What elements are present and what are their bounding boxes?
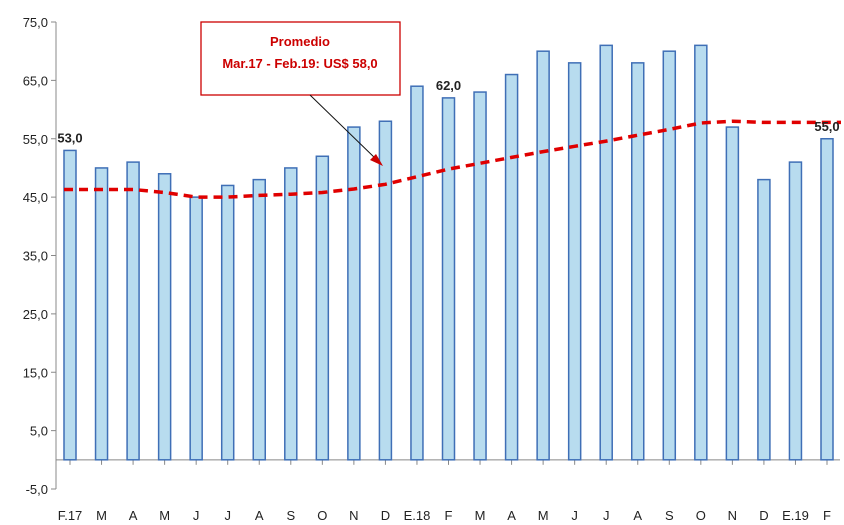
bar [694, 44, 708, 461]
x-tick-label: J [571, 508, 578, 523]
x-tick-label: M [475, 508, 486, 523]
bars [63, 44, 834, 461]
x-tick-label: D [759, 508, 768, 523]
y-tick-label: 75,0 [23, 15, 48, 30]
x-tick-label: J [224, 508, 231, 523]
x-tick-label: D [381, 508, 390, 523]
annotation: Promedio Mar.17 - Feb.19: US$ 58,0 [200, 21, 401, 166]
x-tick-label: A [507, 508, 516, 523]
bar [536, 50, 550, 461]
y-tick-label: 55,0 [23, 132, 48, 147]
x-tick-label: F [823, 508, 831, 523]
axes: -5,0 5,0 15,0 25,0 35,0 45,0 55,0 65,0 75,0 F.17 M… [23, 15, 840, 523]
bar [189, 196, 203, 461]
bar [315, 155, 330, 461]
x-tick-label: F.17 [58, 508, 83, 523]
x-tick-label: M [538, 508, 549, 523]
x-tick-label: N [728, 508, 737, 523]
y-tick-label: 5,0 [30, 424, 48, 439]
x-tick-label: M [96, 508, 107, 523]
average-line-path [63, 119, 841, 199]
bar [63, 149, 77, 461]
data-label: 62,0 [436, 78, 461, 93]
bar [252, 178, 266, 461]
x-tick-label: E.18 [404, 508, 431, 523]
annotation-arrow-line [309, 94, 378, 161]
x-tick-label: J [193, 508, 200, 523]
bar [347, 126, 361, 461]
x-tick-label: A [633, 508, 642, 523]
x-tick-label: S [665, 508, 674, 523]
bar [410, 85, 424, 461]
x-tick-label: A [255, 508, 264, 523]
y-tick-label: 25,0 [23, 307, 48, 322]
y-tick-label: 15,0 [23, 365, 48, 380]
annotation-line-1: Promedio [270, 34, 330, 49]
x-tick-label: A [129, 508, 138, 523]
bar [725, 126, 740, 461]
bar [94, 167, 109, 461]
bar [378, 120, 393, 461]
data-label: 53,0 [57, 130, 82, 145]
x-tick-label: N [349, 508, 358, 523]
average-line [63, 119, 841, 199]
x-tick-label: E.19 [782, 508, 809, 523]
bar [126, 161, 140, 461]
bar [631, 62, 645, 461]
x-tick-label: F [445, 508, 453, 523]
bar [820, 138, 834, 461]
y-tick-label: 45,0 [23, 190, 48, 205]
bar [284, 167, 298, 461]
bar [220, 184, 235, 461]
data-label: 55,0 [814, 119, 839, 134]
annotation-arrowhead [370, 154, 383, 166]
annotation-line-2: Mar.17 - Feb.19: US$ 58,0 [222, 56, 377, 71]
bar [567, 62, 582, 461]
y-tick-label: 65,0 [23, 73, 48, 88]
bar [788, 161, 803, 461]
x-tick-label: J [603, 508, 610, 523]
x-tick-label: O [317, 508, 327, 523]
bar [662, 50, 677, 461]
x-tick-label: M [159, 508, 170, 523]
x-tick-label: S [286, 508, 295, 523]
bar [157, 173, 172, 461]
y-tick-label: -5,0 [26, 482, 48, 497]
data-labels: 53,0 62,0 55,0 [57, 78, 839, 146]
bar [473, 91, 487, 461]
bar [757, 178, 771, 461]
bar [504, 73, 519, 461]
bar [599, 44, 613, 461]
bar [441, 97, 456, 461]
annotation-box [200, 21, 401, 96]
x-tick-label: O [696, 508, 706, 523]
y-tick-label: 35,0 [23, 249, 48, 264]
